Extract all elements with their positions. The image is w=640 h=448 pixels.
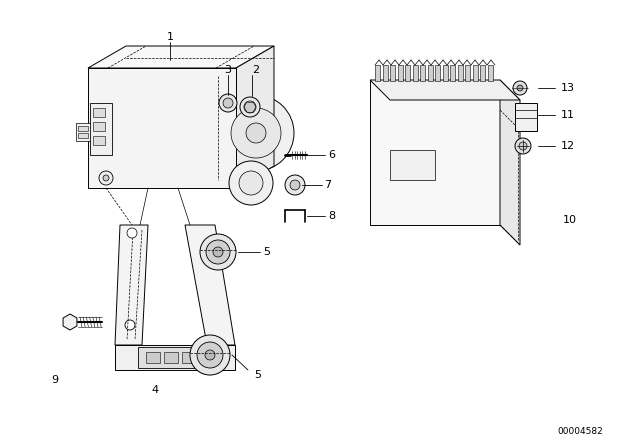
Bar: [420, 65, 425, 81]
Text: 13: 13: [561, 83, 575, 93]
Bar: [78, 133, 88, 138]
Text: 3: 3: [225, 65, 232, 75]
Bar: [397, 65, 403, 81]
Circle shape: [127, 228, 137, 238]
Text: 12: 12: [561, 141, 575, 151]
Circle shape: [213, 247, 223, 257]
Bar: [164, 352, 178, 363]
Bar: [515, 103, 537, 131]
Circle shape: [229, 161, 273, 205]
Circle shape: [206, 240, 230, 264]
Bar: [465, 65, 470, 81]
Circle shape: [218, 95, 294, 171]
Text: 00004582: 00004582: [557, 427, 603, 436]
Polygon shape: [115, 345, 235, 370]
Text: 10: 10: [563, 215, 577, 225]
Text: 6: 6: [328, 150, 335, 160]
Circle shape: [231, 108, 281, 158]
Bar: [458, 65, 463, 81]
Text: 5: 5: [255, 370, 262, 380]
Bar: [76, 123, 90, 141]
Bar: [442, 65, 447, 81]
Bar: [383, 65, 387, 81]
Text: 7: 7: [324, 180, 332, 190]
Circle shape: [240, 97, 260, 117]
Bar: [488, 65, 493, 81]
Circle shape: [219, 94, 237, 112]
Bar: [450, 65, 455, 81]
Polygon shape: [500, 80, 520, 245]
Polygon shape: [138, 347, 220, 368]
Bar: [428, 65, 433, 81]
Bar: [146, 352, 160, 363]
Bar: [375, 65, 380, 81]
Circle shape: [223, 98, 233, 108]
Polygon shape: [236, 46, 274, 188]
Polygon shape: [185, 225, 235, 345]
Text: 4: 4: [152, 385, 159, 395]
Bar: [93, 108, 105, 117]
Circle shape: [190, 335, 230, 375]
Circle shape: [103, 175, 109, 181]
Circle shape: [519, 142, 527, 150]
Bar: [405, 65, 410, 81]
Text: 8: 8: [328, 211, 335, 221]
Bar: [90, 103, 112, 155]
Bar: [390, 150, 435, 180]
Bar: [93, 122, 105, 131]
Bar: [480, 65, 485, 81]
Circle shape: [513, 81, 527, 95]
Circle shape: [239, 171, 263, 195]
Circle shape: [244, 101, 256, 113]
Circle shape: [99, 171, 113, 185]
Bar: [93, 136, 105, 145]
Bar: [200, 352, 214, 363]
Polygon shape: [115, 225, 148, 345]
Circle shape: [517, 85, 523, 91]
Bar: [370, 80, 500, 225]
Bar: [182, 352, 196, 363]
Circle shape: [125, 320, 135, 330]
Bar: [88, 68, 236, 188]
Circle shape: [197, 342, 223, 368]
Bar: [435, 65, 440, 81]
Circle shape: [515, 138, 531, 154]
Polygon shape: [88, 46, 274, 68]
Circle shape: [200, 234, 236, 270]
Circle shape: [205, 350, 215, 360]
Bar: [472, 65, 477, 81]
Bar: [413, 65, 417, 81]
Circle shape: [285, 175, 305, 195]
Polygon shape: [370, 80, 520, 100]
Text: 11: 11: [561, 110, 575, 120]
Circle shape: [246, 123, 266, 143]
Text: 9: 9: [51, 375, 59, 385]
Bar: [78, 126, 88, 131]
Text: 1: 1: [166, 32, 173, 42]
Text: 5: 5: [264, 247, 271, 257]
Text: 2: 2: [252, 65, 260, 75]
Circle shape: [290, 180, 300, 190]
Bar: [390, 65, 395, 81]
